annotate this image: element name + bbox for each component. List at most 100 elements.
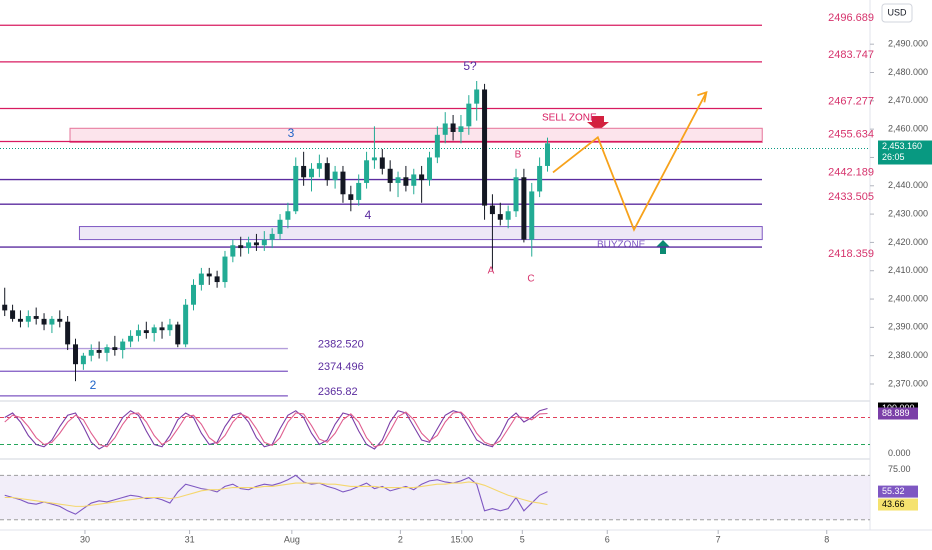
indicator-line	[4, 407, 548, 450]
candle-body	[324, 163, 330, 181]
x-tick-label: Aug	[284, 534, 300, 544]
candle-body	[450, 123, 456, 132]
candle-body	[489, 205, 495, 215]
candle-body	[537, 165, 543, 192]
wave-label: 4	[365, 208, 372, 222]
candle-body	[191, 284, 197, 305]
old-level-label: 2382.520	[318, 338, 364, 350]
candle-body	[521, 177, 527, 240]
indicator-line	[4, 481, 548, 507]
level-label: 2442.189	[828, 166, 874, 178]
x-tick-label: 30	[80, 534, 90, 544]
candle-body	[198, 273, 204, 285]
price-badge-label: 2,453.160	[882, 141, 922, 151]
candle-body	[96, 350, 102, 353]
y-tick-label: 2,380.000	[888, 350, 928, 360]
candle-body	[2, 304, 8, 311]
wave-label: A	[488, 266, 495, 277]
wave-label: 3	[288, 126, 295, 140]
candle-body	[230, 245, 236, 257]
candle-body	[332, 171, 338, 181]
sell-arrow	[587, 116, 609, 131]
candle-body	[411, 174, 417, 186]
zone	[69, 127, 763, 143]
indicator-badge-label: 55.32	[882, 486, 905, 496]
indicator-badge	[878, 407, 918, 420]
x-tick-label: 15:00	[450, 534, 473, 544]
x-tick-label: 8	[824, 534, 829, 544]
y-tick-label: 2,440.000	[888, 180, 928, 190]
currency: USD	[887, 7, 907, 17]
y-tick-label: 2,390.000	[888, 322, 928, 332]
candle-body	[151, 327, 157, 334]
candle-body	[104, 347, 110, 353]
candle-body	[222, 256, 228, 283]
level-label: 2483.747	[828, 49, 874, 61]
old-level-label: 2374.496	[318, 361, 364, 373]
candle-body	[73, 344, 79, 365]
candle-body	[348, 194, 354, 200]
plot: 2,370.000 2,380.000 2,390.000 2,400.000 2,41…	[0, 12, 932, 544]
indicator-badge-label: 88.889	[882, 408, 910, 418]
candle-body	[442, 123, 448, 135]
projection-arrowhead	[697, 90, 708, 103]
x-tick-label: 6	[605, 534, 610, 544]
candle-body	[364, 160, 370, 183]
price-badge	[878, 140, 932, 165]
candle-body	[175, 324, 181, 345]
candle-body	[505, 211, 511, 220]
candle-body	[88, 350, 94, 356]
x-tick-label: 7	[716, 534, 721, 544]
candle-body	[112, 347, 118, 351]
currency-box[interactable]	[881, 3, 913, 23]
x-tick-label: 5	[520, 534, 525, 544]
candle-body	[17, 318, 23, 322]
wave-label: C	[527, 274, 534, 285]
indicator-tick-label: 75.00	[888, 464, 911, 474]
y-tick-label: 2,420.000	[888, 237, 928, 247]
candle-body	[497, 214, 503, 220]
candle-body	[143, 330, 149, 334]
zone-label: BUYZONE	[597, 240, 646, 251]
candle-body	[167, 324, 173, 331]
candle-body	[135, 330, 141, 336]
candle-body	[340, 171, 346, 195]
candle-body	[529, 191, 535, 240]
y-tick-label: 2,490.000	[888, 39, 928, 49]
x-tick-label: 31	[185, 534, 195, 544]
candle-body	[434, 134, 440, 158]
candle-body	[41, 318, 47, 325]
candle-body	[65, 321, 71, 345]
y-tick-label: 2,480.000	[888, 67, 928, 77]
indicator-badge	[878, 498, 918, 511]
candle-body	[356, 182, 362, 200]
candle-body	[269, 233, 275, 240]
candle-body	[238, 245, 244, 249]
level-label: 2467.277	[828, 95, 874, 107]
y-tick-label: 2,470.000	[888, 95, 928, 105]
candle-body	[395, 177, 401, 183]
level-label: 2433.505	[828, 191, 874, 203]
wave-label: 2	[90, 378, 97, 392]
candle-body	[128, 335, 134, 342]
candle-body	[285, 211, 291, 220]
x-tick-label: 2	[398, 534, 403, 544]
candle-body	[25, 316, 31, 322]
candle-body	[387, 168, 393, 183]
level-label: 2496.689	[828, 12, 874, 24]
candle-body	[57, 318, 63, 322]
candle-body	[246, 242, 252, 249]
candle-body	[206, 273, 212, 277]
y-tick-label: 2,370.000	[888, 378, 928, 388]
candle-body	[261, 239, 267, 246]
candle-body	[277, 219, 283, 234]
y-tick-label: 2,460.000	[888, 124, 928, 134]
indicator-line	[4, 474, 548, 515]
candle-body	[253, 242, 259, 246]
level-label: 2418.359	[828, 248, 874, 260]
indicator-line	[4, 411, 548, 448]
candle-body	[80, 355, 86, 365]
